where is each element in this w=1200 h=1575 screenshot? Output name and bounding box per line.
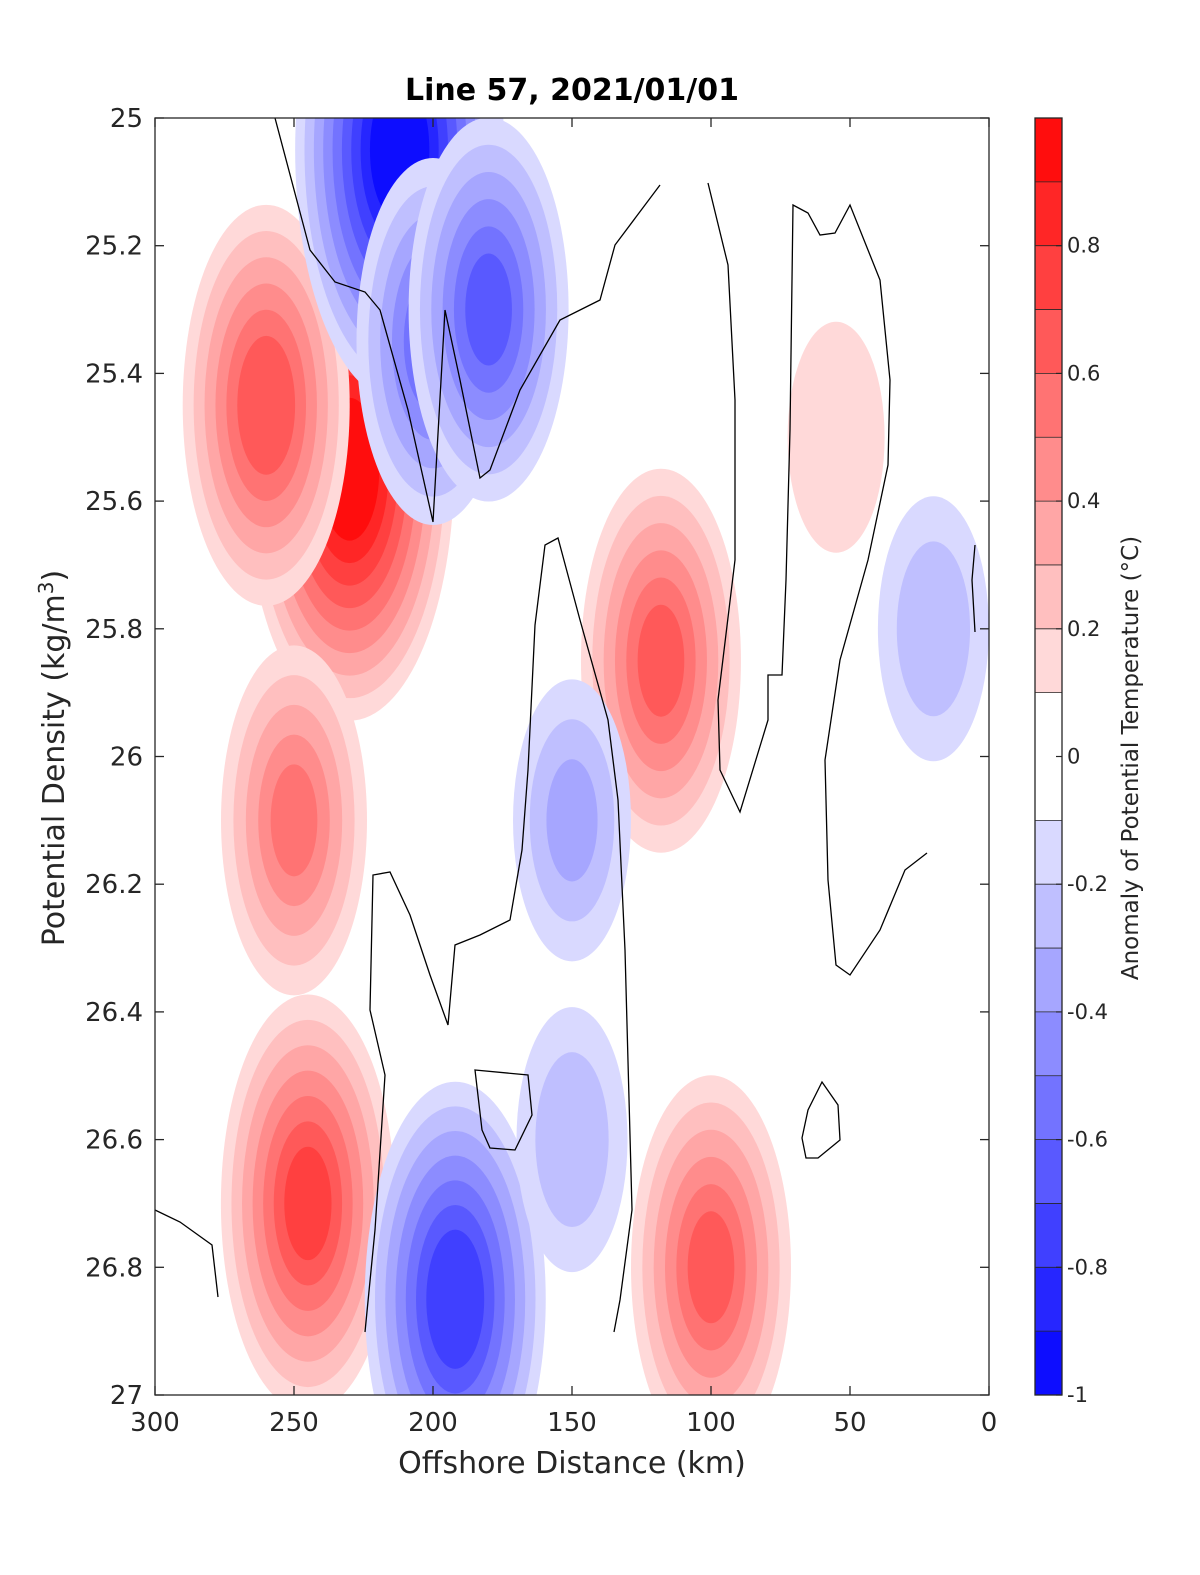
anomaly-band	[896, 541, 971, 717]
warm-anomaly-feature	[221, 645, 367, 996]
warm-anomaly-feature	[787, 321, 885, 553]
colorbar-band	[1035, 373, 1062, 438]
colorbar-tick-label: -1	[1067, 1383, 1088, 1407]
colorbar-tick-label: -0.8	[1067, 1255, 1108, 1279]
x-axis-label: Offshore Distance (km)	[398, 1446, 746, 1481]
zero-contour-lines	[155, 118, 976, 1333]
x-axis-ticks: 300 250 200 150 100 50 0	[130, 118, 997, 1438]
cold-anomaly-feature	[513, 679, 631, 962]
y-tick-label: 25.4	[85, 359, 143, 389]
anomaly-band	[237, 335, 296, 475]
anomaly-band	[787, 321, 885, 553]
colorbar-band	[1035, 437, 1062, 502]
colorbar-band	[1035, 1139, 1062, 1204]
colorbar-tick-label: 0.6	[1067, 361, 1100, 385]
colorbar-tick-label: -0.4	[1067, 1000, 1108, 1024]
chart-title: Line 57, 2021/01/01	[405, 73, 739, 108]
y-tick-label: 26	[110, 743, 143, 773]
y-axis-label-main: Potential Density (kg/m	[37, 594, 72, 946]
zero-contour-line	[801, 1080, 841, 1159]
warm-anomaly-feature	[182, 204, 350, 606]
colorbar: -1 -0.8 -0.6 -0.4 -0.2 0 0.2 0.4 0.6 0.8	[1034, 117, 1108, 1407]
plot-frame	[154, 117, 990, 1396]
colorbar-band	[1035, 820, 1062, 885]
anomaly-band	[546, 759, 598, 882]
y-axis-label-suffix: )	[37, 570, 72, 582]
y-tick-label: 26.6	[85, 1126, 143, 1156]
zero-contour-line	[474, 1069, 533, 1151]
colorbar-tick-label: 0.2	[1067, 617, 1100, 641]
y-axis-label: Potential Density (kg/m3)	[34, 570, 72, 946]
colorbar-band	[1035, 501, 1062, 565]
y-tick-label: 26.2	[85, 870, 143, 900]
anomaly-band	[270, 764, 318, 877]
colorbar-tick-label: 0.8	[1067, 234, 1100, 258]
colorbar-band	[1035, 564, 1062, 629]
anomaly-band	[465, 253, 512, 366]
colorbar-tick-label: -0.6	[1067, 1128, 1108, 1152]
y-tick-label: 25.8	[85, 615, 143, 645]
colorbar-band	[1035, 628, 1062, 693]
anomaly-band	[284, 1146, 332, 1261]
zero-contour-line	[364, 537, 633, 1333]
colorbar-band	[1035, 118, 1062, 182]
colorbar-tick-label: 0	[1067, 745, 1080, 769]
x-tick-label: 50	[833, 1408, 866, 1438]
anomaly-field	[182, 118, 989, 1395]
colorbar-tick-label: -0.2	[1067, 872, 1108, 896]
y-tick-label: 25	[110, 104, 143, 134]
colorbar-band	[1035, 1331, 1062, 1395]
x-tick-label: 250	[269, 1408, 319, 1438]
x-tick-label: 300	[130, 1408, 180, 1438]
y-axis-label-superscript: 3	[34, 581, 58, 594]
zero-contour-line	[274, 118, 661, 523]
y-tick-label: 27	[110, 1381, 143, 1411]
x-tick-label: 0	[981, 1408, 998, 1438]
colorbar-label: Anomaly of Potential Temperature (°C)	[1118, 536, 1144, 980]
colorbar-band	[1035, 948, 1062, 1012]
cold-anomaly-feature	[364, 1081, 546, 1395]
y-tick-label: 26.8	[85, 1253, 143, 1283]
colorbar-band	[1035, 1267, 1062, 1332]
anomaly-band	[637, 604, 685, 717]
y-tick-label: 25.6	[85, 487, 143, 517]
colorbar-band	[1035, 884, 1062, 949]
anomaly-band	[687, 1211, 735, 1324]
warm-anomaly-feature	[220, 994, 395, 1395]
colorbar-band	[1035, 181, 1062, 246]
colorbar-band	[1035, 1075, 1062, 1140]
y-tick-label: 25.2	[85, 232, 143, 262]
cold-anomaly-feature	[516, 1007, 628, 1273]
warm-anomaly-feature	[631, 1075, 791, 1395]
y-tick-label: 26.4	[85, 998, 143, 1028]
plot-area	[155, 118, 989, 1395]
cold-anomaly-feature	[877, 496, 989, 762]
anomaly-band	[535, 1052, 609, 1228]
y-axis-ticks: 25 25.2 25.4 25.6 25.8 26 26.2 26.4 26.6 26.8 27	[85, 104, 989, 1411]
x-tick-label: 100	[686, 1408, 736, 1438]
colorbar-tick-label: 0.4	[1067, 489, 1100, 513]
colorbar-band	[1035, 309, 1062, 374]
zero-contour-line	[971, 544, 976, 633]
zero-contour-line	[707, 182, 928, 976]
anomaly-band	[426, 1229, 485, 1369]
x-tick-label: 150	[547, 1408, 597, 1438]
colorbar-band	[1035, 1011, 1062, 1076]
colorbar-band	[1035, 245, 1062, 310]
x-tick-label: 200	[408, 1408, 458, 1438]
colorbar-band	[1035, 1203, 1062, 1268]
zero-contour-line	[155, 1209, 219, 1298]
cold-anomaly-feature	[408, 118, 569, 502]
